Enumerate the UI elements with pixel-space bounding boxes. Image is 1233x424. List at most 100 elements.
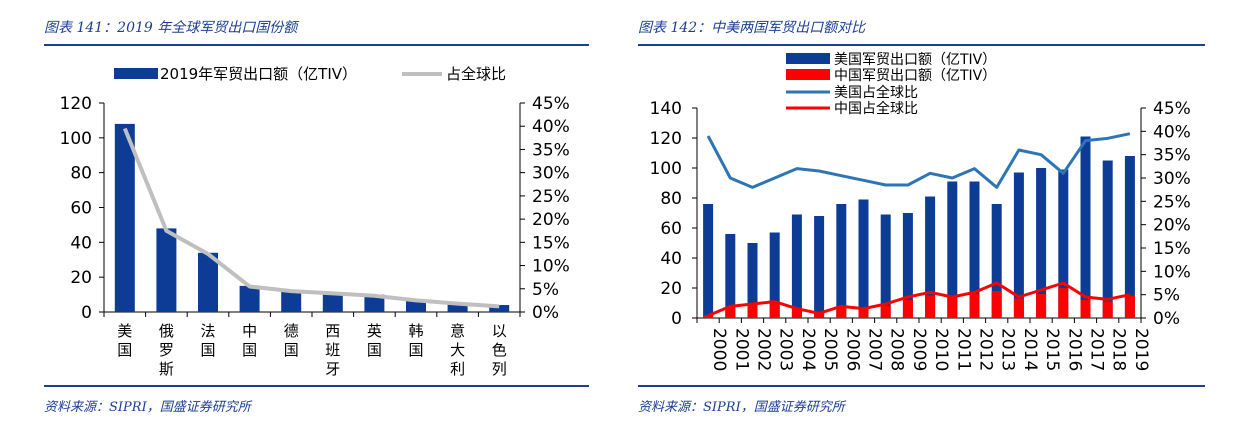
china-bar [747, 303, 758, 318]
right-y-tick-label: 10% [1153, 262, 1191, 282]
bar [198, 252, 218, 312]
x-tick-label: 2008 [887, 328, 907, 371]
legend-china-bar-swatch [786, 69, 830, 80]
right-title-rule [638, 44, 1205, 46]
left-y-tick-label: 80 [660, 189, 682, 209]
x-tick-label: 2018 [1109, 328, 1129, 371]
china-bar [1013, 298, 1024, 318]
x-tick-label: 2011 [953, 328, 973, 371]
china-bar [725, 307, 736, 318]
us-bar [858, 199, 869, 318]
legend-china-bar-label: 中国军贸出口额（亿TIV） [834, 68, 996, 84]
left-y-tick-label: 20 [660, 279, 682, 299]
left-chart: 0 20 40 60 80 100 120 0% 5% 10% 15% 20% 25% 30% 35% 40%… [60, 65, 570, 378]
x-tick-label: 以色列 [492, 322, 507, 378]
us-share-line [706, 132, 1131, 189]
right-y-tick-label: 35% [532, 140, 570, 160]
china-bar [1058, 288, 1069, 318]
x-tick-label: 2017 [1087, 328, 1107, 371]
us-bar [747, 243, 758, 318]
left-y-tick-label: 60 [660, 219, 682, 239]
x-tick-label: 2015 [1042, 328, 1062, 371]
right-y-tick-label: 35% [1153, 146, 1191, 166]
china-bar [991, 291, 1002, 318]
right-chart: 0 20 40 60 80 100 120 140 0% 5% 10% 15% 20% 25% 30% 35%… [650, 52, 1191, 371]
us-bar [725, 234, 736, 318]
x-tick-label: 西班牙 [325, 322, 340, 378]
left-y-tick-label: 80 [70, 164, 92, 184]
left-source: 资料来源：SIPRI，国盛证券研究所 [44, 400, 251, 415]
bar [281, 291, 302, 312]
bar [447, 303, 468, 312]
x-tick-label: 2003 [776, 328, 796, 371]
right-y-tick-label: 45% [1153, 99, 1191, 119]
left-y-tick-label: 120 [650, 129, 682, 149]
x-tick-label: 2006 [842, 328, 862, 371]
x-tick-label: 中国 [242, 322, 257, 359]
bar [156, 228, 177, 312]
right-y-tick-label: 10% [532, 257, 570, 277]
china-bar [1036, 294, 1047, 318]
us-bar [836, 204, 847, 318]
legend-china-line-label: 中国占全球比 [834, 100, 918, 117]
right-source-rule [638, 385, 1205, 387]
right-source: 资料来源：SIPRI，国盛证券研究所 [638, 400, 845, 415]
bar [322, 292, 343, 312]
right-panel: 图表 142：中美两国军贸出口额对比 0 20 40 60 80 100 120 140 0% 5… [638, 0, 1205, 424]
x-tick-label: 法国 [200, 322, 215, 359]
us-bar [703, 204, 714, 318]
x-tick-label: 2002 [754, 328, 774, 371]
left-y-tick-label: 0 [81, 303, 92, 323]
legend-line-label: 占全球比 [446, 65, 506, 83]
us-bar [1124, 156, 1135, 318]
right-y-tick-label: 15% [1153, 239, 1191, 259]
china-bar [836, 306, 847, 318]
x-tick-label: 2010 [931, 328, 951, 371]
left-title-rule [44, 44, 589, 46]
right-y-tick-label: 20% [532, 210, 570, 230]
bar [364, 294, 385, 312]
x-tick-label: 2000 [709, 328, 729, 371]
x-tick-label: 美国 [117, 322, 132, 359]
left-panel: 图表 141：2019 年全球军贸出口国份额 0 20 40 60 80 100 120 0%… [44, 0, 589, 424]
x-tick-label: 2012 [976, 328, 996, 371]
left-chart-title: 图表 141：2019 年全球军贸出口国份额 [44, 20, 298, 36]
right-y-tick-label: 0% [532, 303, 559, 323]
right-y-tick-label: 25% [532, 187, 570, 207]
x-tick-label: 2007 [865, 328, 885, 371]
x-tick-label: 韩国 [408, 322, 423, 359]
left-y-tick-label: 120 [60, 94, 92, 114]
china-bar [925, 295, 936, 318]
right-y-tick-label: 30% [532, 164, 570, 184]
right-y-tick-label: 25% [1153, 192, 1191, 212]
bar [114, 123, 135, 313]
x-tick-label: 2019 [1131, 328, 1151, 371]
legend-us-bar-label: 美国军贸出口额（亿TIV） [834, 52, 996, 68]
right-y-tick-label: 30% [1153, 169, 1191, 189]
china-bar [791, 309, 802, 318]
x-tick-label: 2013 [998, 328, 1018, 371]
right-y-tick-label: 0% [1153, 309, 1180, 329]
x-tick-label: 2016 [1064, 328, 1084, 371]
us-bar [969, 181, 980, 318]
left-y-tick-label: 40 [660, 249, 682, 269]
us-bar [1102, 160, 1113, 318]
us-bar [880, 214, 891, 318]
bar [239, 285, 260, 312]
us-bar [1036, 168, 1047, 318]
china-bar [1102, 301, 1113, 318]
x-tick-label: 2009 [909, 328, 929, 371]
us-bar [814, 216, 825, 318]
legend-bar-label: 2019年军贸出口额（亿TIV） [160, 65, 357, 83]
china-share-line [707, 281, 1131, 318]
right-chart-title: 图表 142：中美两国军贸出口额对比 [638, 20, 866, 36]
x-tick-label: 俄罗斯 [159, 322, 174, 378]
china-bar [769, 301, 780, 318]
x-tick-label: 英国 [367, 322, 382, 359]
us-bar [1058, 169, 1069, 318]
right-y-tick-label: 5% [1153, 286, 1180, 306]
china-bar [1124, 295, 1135, 318]
us-bar [769, 232, 780, 318]
us-bar [1080, 136, 1091, 318]
x-tick-label: 2004 [798, 328, 818, 371]
